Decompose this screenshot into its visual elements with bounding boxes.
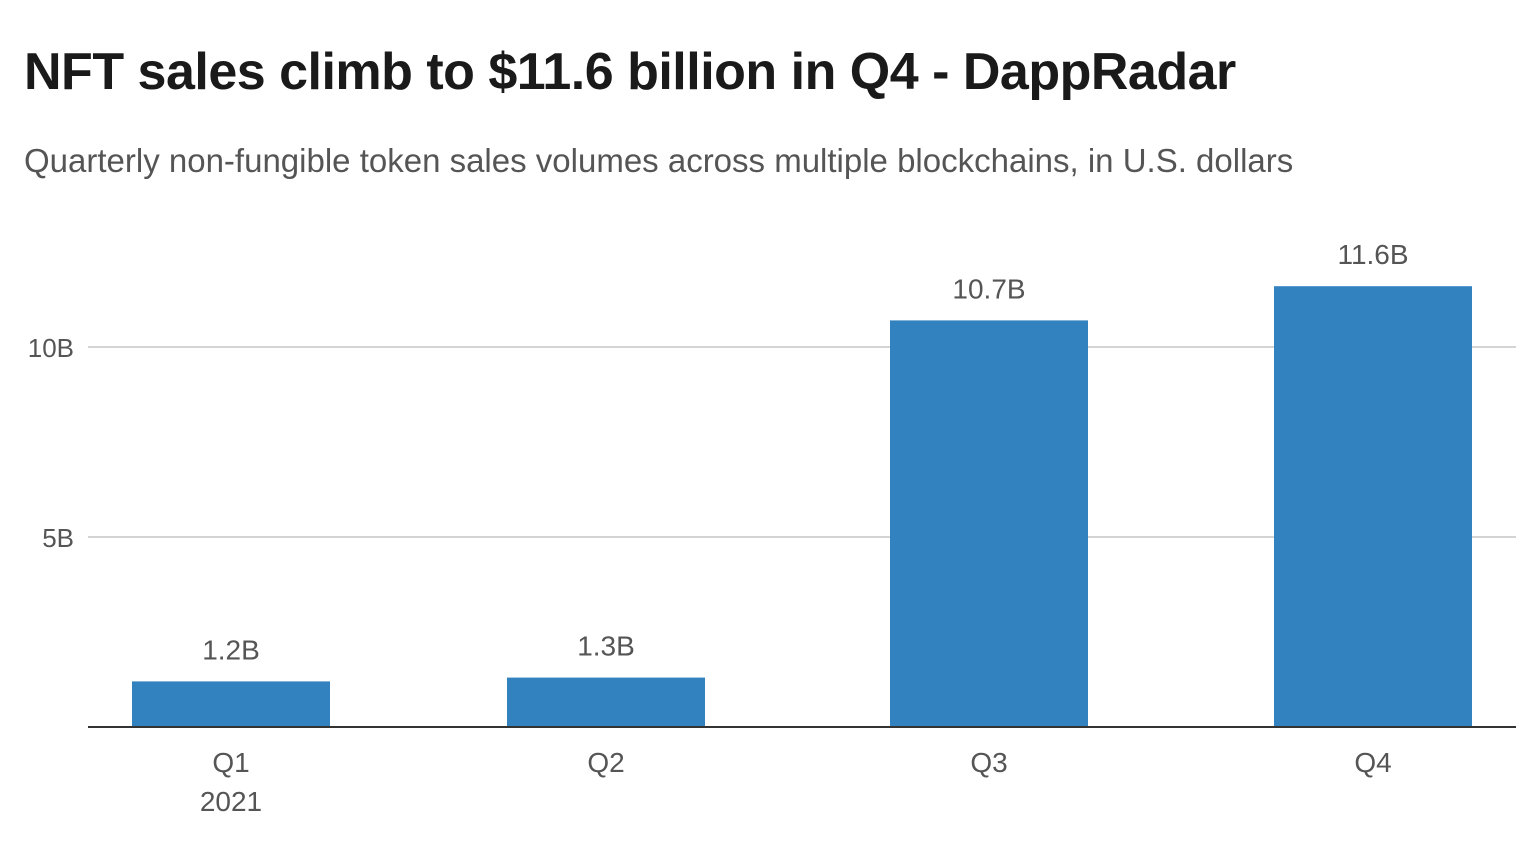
x-tick-sublabel: 2021 <box>200 786 262 817</box>
x-tick-label: Q4 <box>1354 747 1391 778</box>
chart-subtitle: Quarterly non-fungible token sales volum… <box>24 142 1294 179</box>
bar <box>132 681 330 727</box>
y-tick-label: 10B <box>28 333 74 363</box>
bar <box>890 320 1088 727</box>
x-tick-label: Q3 <box>970 747 1007 778</box>
bar <box>1274 286 1472 727</box>
chart-title: NFT sales climb to $11.6 billion in Q4 -… <box>24 43 1236 101</box>
x-tick-label: Q1 <box>212 747 249 778</box>
data-label: 10.7B <box>952 273 1025 304</box>
x-tick-label: Q2 <box>587 747 624 778</box>
data-label: 1.3B <box>577 631 635 662</box>
data-label: 1.2B <box>202 634 260 665</box>
y-tick-label: 5B <box>42 523 74 553</box>
bar <box>507 677 705 727</box>
data-label: 11.6B <box>1337 239 1408 270</box>
